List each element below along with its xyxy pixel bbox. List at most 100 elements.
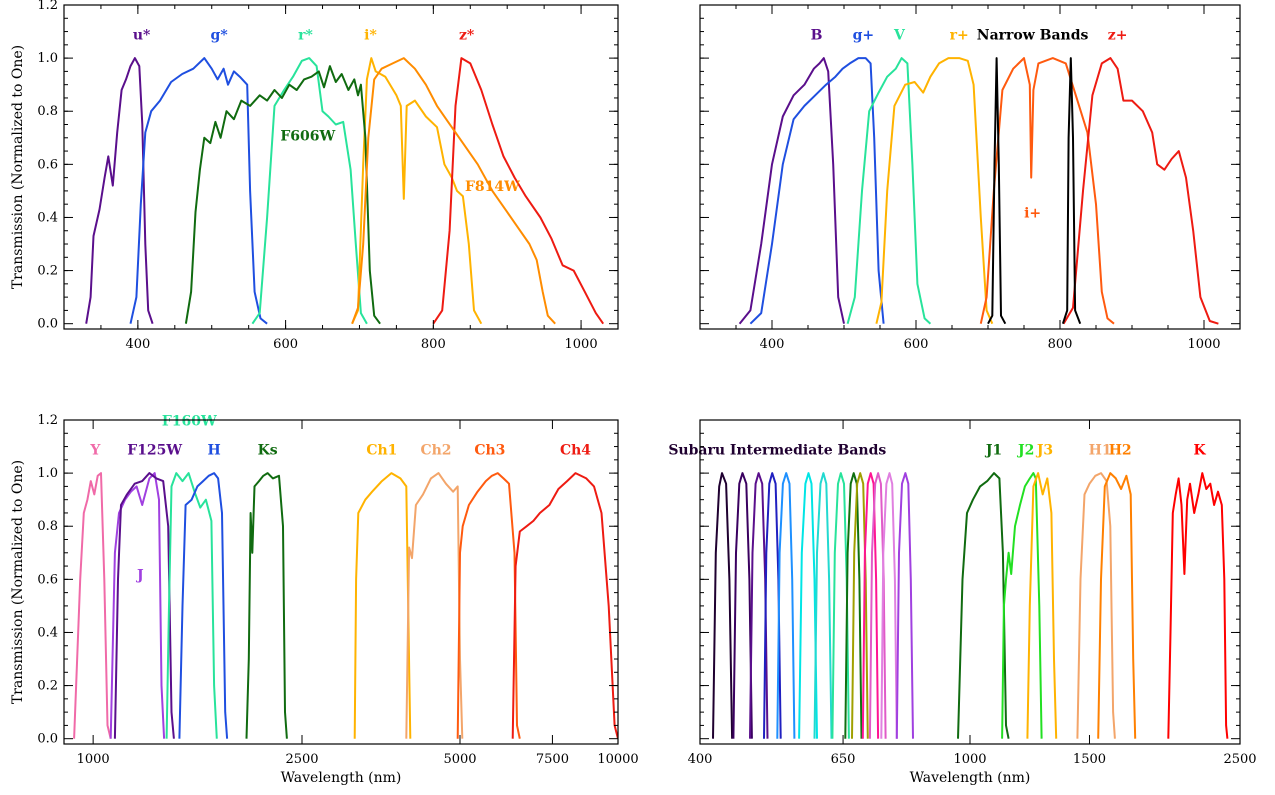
series-label: F125W (127, 443, 182, 459)
series-label: u* (133, 28, 151, 44)
series-line-f160w (165, 472, 218, 739)
x-tick-label: 1000 (1187, 337, 1220, 352)
plot-frame (63, 4, 619, 330)
series-line-g- (129, 57, 268, 325)
series-line-band-13 (895, 472, 914, 739)
series-line-r- (875, 57, 994, 325)
plot-frame (699, 4, 1241, 330)
series-line-y (73, 472, 112, 739)
y-tick-label: 1.2 (37, 413, 58, 428)
series-label: J2 (1016, 443, 1034, 459)
series-label: r* (298, 28, 313, 44)
x-tick-label: 1000 (565, 337, 598, 352)
series-line-i- (979, 57, 1115, 325)
series-label: r+ (950, 28, 969, 44)
series-label: F160W (162, 413, 217, 429)
series-line-band-9 (851, 472, 869, 739)
series-line-h2 (1097, 472, 1137, 739)
x-tick-label: 800 (421, 337, 446, 352)
series-line-u- (85, 57, 154, 325)
series-line-i- (351, 57, 483, 325)
series-label: J (135, 567, 144, 583)
x-axis-label: Wavelength (nm) (910, 770, 1031, 786)
series-label: J3 (1035, 443, 1053, 459)
x-tick-label: 1500 (1073, 752, 1106, 767)
series-line-band-4 (776, 472, 796, 739)
y-tick-label: 0.2 (37, 264, 58, 279)
series-label: Ch4 (560, 443, 591, 459)
series-label: K (1194, 443, 1207, 459)
y-tick-label: 1.0 (37, 466, 58, 481)
x-tick-label: 600 (904, 337, 929, 352)
series-line-ks (245, 472, 288, 739)
series-label: B (811, 28, 823, 44)
series-line-ch4 (511, 472, 618, 739)
series-label: Ch2 (420, 443, 451, 459)
y-tick-label: 0.0 (37, 732, 58, 747)
series-label: g+ (853, 28, 875, 44)
plot-frame (63, 419, 619, 745)
series-line-r- (251, 57, 368, 325)
y-axis-label: Transmission (Normalized to One) (10, 460, 26, 704)
series-line-band-10 (861, 472, 880, 739)
y-tick-label: 1.2 (37, 0, 58, 13)
y-tick-label: 0.8 (37, 519, 58, 534)
series-line-f814w (351, 57, 556, 325)
y-tick-label: 0.4 (37, 625, 58, 640)
x-tick-label: 650 (831, 752, 856, 767)
series-label: F814W (465, 179, 520, 195)
y-axis-label: Transmission (Normalized to One) (10, 45, 26, 289)
y-tick-label: 0.4 (37, 210, 58, 225)
series-line-v (846, 57, 932, 325)
x-tick-label: 2500 (285, 752, 318, 767)
series-label: H1 (1089, 443, 1112, 459)
x-axis-label: Wavelength (nm) (281, 770, 402, 786)
x-tick-label: 1000 (77, 752, 110, 767)
series-label: g* (211, 28, 229, 44)
series-line-f606w (184, 65, 381, 325)
y-tick-label: 0.8 (37, 104, 58, 119)
series-line-j (109, 472, 166, 739)
series-label: z+ (1108, 28, 1128, 44)
series-line-band-8 (844, 472, 863, 739)
series-label: i* (364, 28, 377, 44)
series-line-z- (1062, 57, 1219, 325)
panel-top-left: u* g* r* i* z* F606W F814W 0.0 0.2 0.4 0.6 0.8 1.0 1.… (10, 0, 619, 352)
series-line-z- (432, 57, 605, 325)
series-line-f125w (113, 472, 175, 739)
y-tick-label: 0.2 (37, 679, 58, 694)
series-label: Subaru Intermediate Bands (668, 443, 886, 459)
series-line-band-6 (813, 472, 833, 739)
x-tick-label: 5000 (443, 752, 476, 767)
x-tick-label: 400 (688, 752, 713, 767)
x-tick-label: 400 (125, 337, 150, 352)
panel-bottom-left: Y J F125W F160W H Ks Ch1 Ch2 Ch3 Ch4 0.0 0.2 0.4 0.6 0… (10, 413, 639, 786)
series-label: J1 (984, 443, 1002, 459)
series-line-band-12 (880, 472, 898, 739)
series-line-h (178, 472, 229, 739)
x-tick-label: 2500 (1223, 752, 1256, 767)
x-tick-label: 1000 (953, 752, 986, 767)
series-line-j3 (1026, 472, 1058, 739)
x-tick-label: 7500 (536, 752, 569, 767)
series-line-band-7 (1061, 57, 1082, 325)
series-line-ch3 (456, 472, 521, 739)
series-line-band-5 (798, 472, 818, 739)
y-tick-label: 0.6 (37, 572, 58, 587)
series-label: F606W (280, 128, 335, 144)
series-label: Ks (258, 443, 278, 459)
y-tick-label: 0.6 (37, 157, 58, 172)
series-label: z* (459, 28, 475, 44)
series-label: H (207, 443, 220, 459)
y-tick-label: 0.0 (37, 317, 58, 332)
series-label: Y (89, 443, 101, 459)
series-line-band-1 (732, 472, 753, 739)
series-line-b (738, 57, 845, 325)
series-line-ch2 (405, 472, 464, 739)
series-line-j2 (1001, 472, 1043, 739)
series-label: Narrow Bands (977, 28, 1089, 44)
x-tick-label: 800 (1048, 337, 1073, 352)
